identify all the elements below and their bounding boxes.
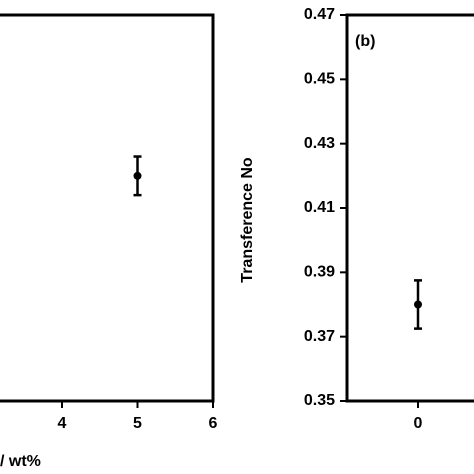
y-axis-label: Transference No bbox=[239, 157, 256, 283]
y-tick-label: 0.41 bbox=[304, 199, 335, 216]
x-axis-label: / wt% bbox=[0, 453, 41, 470]
plot-frame bbox=[345, 13, 474, 403]
y-tick-label: 0.37 bbox=[304, 328, 335, 345]
x-tick-label: 4 bbox=[58, 415, 67, 432]
x-tick-label: 5 bbox=[133, 415, 142, 432]
y-tick-label: 0.47 bbox=[304, 6, 335, 23]
y-tick-label: 0.35 bbox=[304, 392, 335, 409]
data-point bbox=[133, 171, 142, 180]
plot-frame bbox=[0, 13, 215, 403]
x-tick-label: 0 bbox=[414, 415, 423, 432]
panel-label: (b) bbox=[355, 33, 375, 50]
y-tick-label: 0.43 bbox=[304, 135, 335, 152]
x-tick-label: 6 bbox=[209, 415, 218, 432]
y-tick-label: 0.45 bbox=[304, 71, 335, 88]
data-point bbox=[414, 300, 422, 309]
y-tick-label: 0.39 bbox=[304, 264, 335, 281]
